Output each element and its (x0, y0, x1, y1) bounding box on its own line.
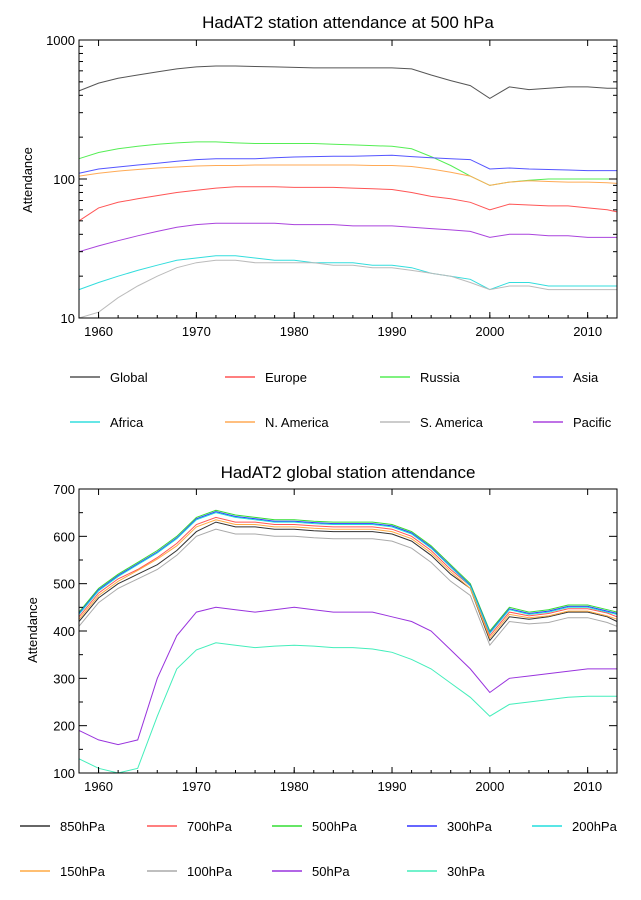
legend-item-russia: Russia (380, 370, 461, 385)
legend: 850hPa 700hPa 500hPa 300hPa 200hPa 150hPa 100h… (20, 819, 618, 879)
legend-label: Pacific (573, 415, 612, 430)
series-line-n-america (78, 164, 618, 186)
y-tick-label: 1000 (46, 33, 75, 48)
series-line-150hpa (78, 519, 618, 640)
legend-item-500hpa: 500hPa (272, 819, 358, 834)
y-tick-label: 500 (53, 577, 75, 592)
y-tick-label: 400 (53, 624, 75, 639)
y-tick-label: 300 (53, 671, 75, 686)
y-axis-label: Attendance (25, 597, 40, 663)
legend-item-150hpa: 150hPa (20, 864, 106, 879)
x-tick-label: 1990 (378, 779, 407, 794)
series-line-300hpa (78, 511, 618, 634)
legend-item-pacific: Pacific (533, 415, 612, 430)
series-line-pacific (78, 222, 617, 253)
series-line-30hpa (78, 642, 617, 774)
chart-title: HadAT2 global station attendance (221, 463, 476, 482)
y-tick-label: 700 (53, 482, 75, 497)
y-tick-label: 100 (53, 766, 75, 781)
legend: Global Europe Russia Asia Africa N. America S.… (70, 370, 612, 430)
x-tick-label: 1960 (84, 779, 113, 794)
legend-item-s-america: S. America (380, 415, 484, 430)
legend-label: 500hPa (312, 819, 358, 834)
x-tick-label: 2000 (475, 324, 504, 339)
series-line-russia (78, 141, 617, 186)
legend-item-africa: Africa (70, 415, 144, 430)
legend-item-asia: Asia (533, 370, 599, 385)
series-line-africa (78, 255, 617, 291)
legend-label: Global (110, 370, 148, 385)
chart-global-attendance: HadAT2 global station attendance Attenda… (20, 463, 618, 879)
legend-item-100hpa: 100hPa (147, 864, 233, 879)
series-line-100hpa (78, 528, 618, 647)
legend-label: Africa (110, 415, 144, 430)
legend-label: 100hPa (187, 864, 233, 879)
plot-frame (78, 39, 618, 319)
legend-label: 700hPa (187, 819, 233, 834)
legend-item-200hpa: 200hPa (532, 819, 618, 834)
legend-label: 30hPa (447, 864, 485, 879)
legend-item-global: Global (70, 370, 148, 385)
legend-item-50hpa: 50hPa (272, 864, 350, 879)
series-line-europe (78, 186, 618, 222)
legend-label: 150hPa (60, 864, 106, 879)
legend-item-700hpa: 700hPa (147, 819, 233, 834)
legend-label: S. America (420, 415, 484, 430)
chart-500hpa-attendance: HadAT2 station attendance at 500 hPa Att… (20, 13, 618, 430)
x-tick-label: 1980 (280, 779, 309, 794)
x-tick-label: 1980 (280, 324, 309, 339)
legend-label: N. America (265, 415, 329, 430)
x-tick-label: 1970 (182, 779, 211, 794)
x-tick-label: 2010 (573, 779, 602, 794)
legend-item-30hpa: 30hPa (407, 864, 485, 879)
legend-label: 850hPa (60, 819, 106, 834)
x-tick-label: 1990 (378, 324, 407, 339)
legend-label: 300hPa (447, 819, 493, 834)
legend-item-300hpa: 300hPa (407, 819, 493, 834)
series-line-500hpa (78, 509, 618, 632)
x-tick-label: 2010 (573, 324, 602, 339)
series-line-700hpa (78, 516, 618, 637)
y-tick-label: 10 (61, 311, 75, 326)
x-tick-label: 1970 (182, 324, 211, 339)
legend-label: Russia (420, 370, 461, 385)
y-axis-label: Attendance (20, 147, 35, 213)
y-tick-label: 200 (53, 719, 75, 734)
series-line-50hpa (78, 606, 617, 746)
legend-item-n-america: N. America (225, 415, 329, 430)
y-tick-label: 600 (53, 529, 75, 544)
series-line-850hpa (78, 521, 618, 642)
series-line-s-america (78, 259, 617, 319)
x-tick-label: 1960 (84, 324, 113, 339)
legend-item-europe: Europe (225, 370, 307, 385)
legend-label: Europe (265, 370, 307, 385)
series-line-asia (78, 154, 617, 174)
legend-label: 200hPa (572, 819, 618, 834)
legend-item-850hpa: 850hPa (20, 819, 106, 834)
x-tick-label: 2000 (475, 779, 504, 794)
series-line-global (78, 65, 617, 99)
series-line-200hpa (78, 512, 618, 635)
y-tick-label: 100 (53, 172, 75, 187)
chart-title: HadAT2 station attendance at 500 hPa (202, 13, 494, 32)
legend-label: Asia (573, 370, 599, 385)
legend-label: 50hPa (312, 864, 350, 879)
